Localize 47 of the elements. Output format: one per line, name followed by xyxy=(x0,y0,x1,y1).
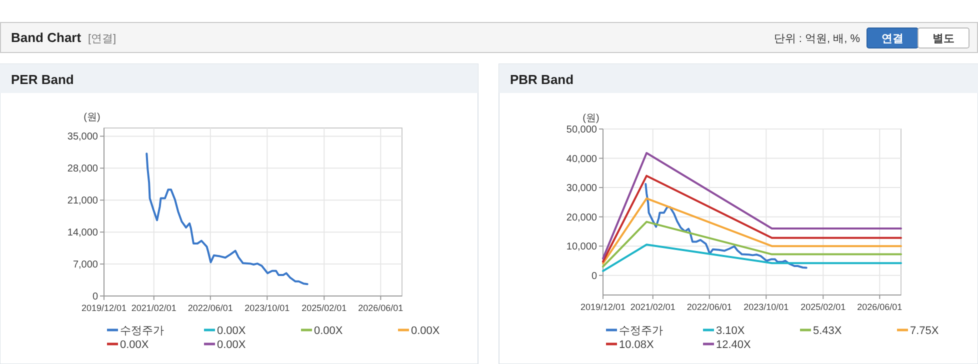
x-tick-label: 2026/06/01 xyxy=(358,303,404,313)
text: 단위 : 억원, 배, % xyxy=(774,33,860,45)
toggle-button: 별도 xyxy=(918,28,970,48)
legend-label: 3.10X xyxy=(716,324,746,337)
y-tick-label: 40,000 xyxy=(566,154,598,165)
y-axis-title: (원) xyxy=(582,113,600,124)
y-tick-label: 28,000 xyxy=(67,164,98,175)
text: [연결] xyxy=(88,33,116,45)
toggle-button: 연결 xyxy=(866,28,918,48)
x-tick-label: 2022/06/01 xyxy=(188,303,233,313)
y-tick-label: 14,000 xyxy=(67,228,98,239)
legend-label: 0.00X xyxy=(314,324,344,337)
line-series xyxy=(644,183,808,269)
legend-label: 0.00X xyxy=(411,324,440,337)
x-tick-label: 2019/12/01 xyxy=(580,302,626,312)
y-tick-label: 7,000 xyxy=(72,260,98,271)
legend-label: 0.00X xyxy=(120,338,150,351)
x-tick-label: 2025/02/01 xyxy=(302,303,347,313)
legend-label: 수정주가 xyxy=(619,324,663,337)
x-tick-label: 2025/02/01 xyxy=(800,302,846,312)
y-tick-label: 0 xyxy=(92,292,98,302)
chart-title: PBR Band xyxy=(510,72,574,87)
y-tick-label: 50,000 xyxy=(566,124,598,136)
legend-label: 0.00X xyxy=(217,324,246,337)
text: Band Chart xyxy=(11,30,82,45)
legend-label: 0.00X xyxy=(217,338,246,351)
legend-label: 5.43X xyxy=(813,324,842,337)
legend-label: 12.40X xyxy=(716,338,752,351)
y-tick-label: 35,000 xyxy=(67,132,98,143)
x-tick-label: 2019/12/01 xyxy=(81,303,127,313)
y-axis-title: (원) xyxy=(84,112,100,123)
y-tick-label: 20,000 xyxy=(566,212,598,224)
x-tick-label: 2026/06/01 xyxy=(857,302,902,312)
x-tick-label: 2022/06/01 xyxy=(686,302,732,312)
x-tick-label: 2023/10/01 xyxy=(244,303,290,313)
legend-label: 수정주가 xyxy=(120,324,164,337)
y-tick-label: 10,000 xyxy=(566,242,598,253)
line-series xyxy=(146,152,308,286)
x-tick-label: 2023/10/01 xyxy=(744,302,789,312)
chart-title: PER Band xyxy=(11,72,74,87)
y-tick-label: 21,000 xyxy=(67,196,98,207)
legend-label: 10.08X xyxy=(619,338,655,351)
y-tick-label: 0 xyxy=(591,270,598,282)
y-tick-label: 30,000 xyxy=(566,183,598,194)
x-tick-label: 2021/02/01 xyxy=(630,302,676,312)
x-tick-label: 2021/02/01 xyxy=(131,303,176,313)
legend-label: 7.75X xyxy=(910,324,940,337)
